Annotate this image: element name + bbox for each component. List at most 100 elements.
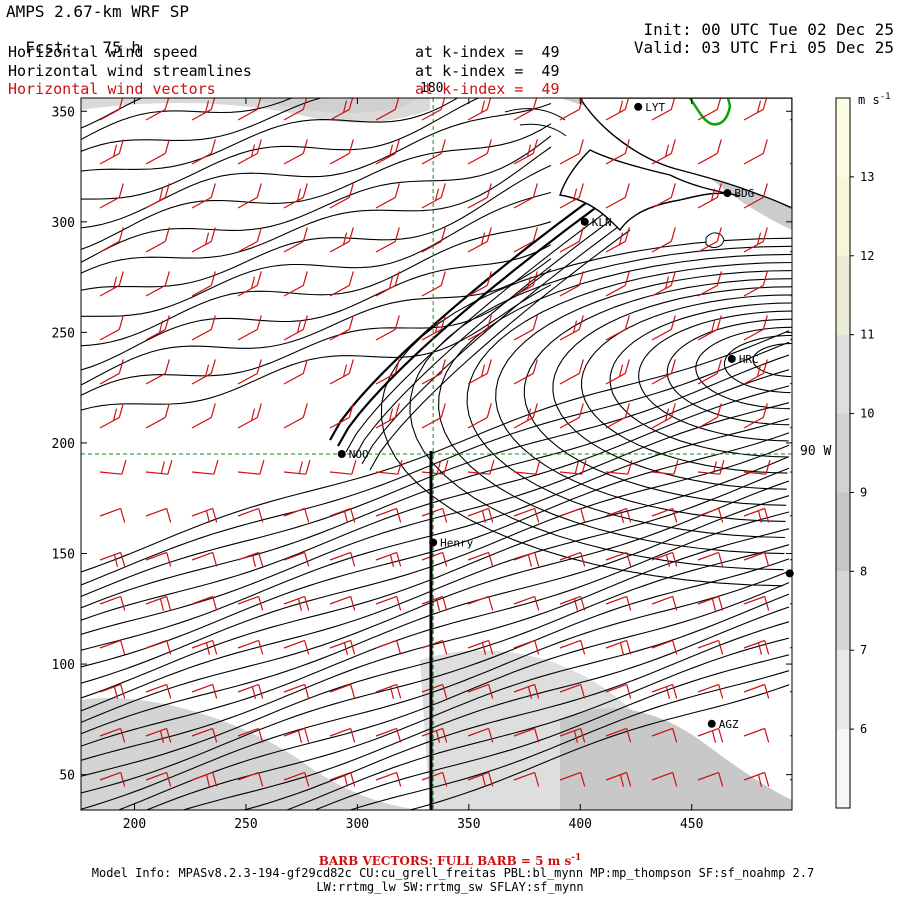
barb-staff bbox=[99, 771, 121, 781]
station-dot bbox=[337, 450, 346, 458]
barb-flag bbox=[480, 232, 486, 245]
barb-flag bbox=[578, 359, 584, 374]
barb-flag bbox=[212, 552, 218, 567]
barb-staff bbox=[697, 240, 718, 253]
barb-staff bbox=[605, 328, 626, 341]
barb-flag bbox=[804, 145, 807, 157]
y-tick-label: 300 bbox=[52, 216, 75, 231]
island-outline bbox=[705, 232, 725, 248]
barb-flag bbox=[348, 183, 354, 198]
plot-frame bbox=[80, 97, 793, 811]
barb-staff bbox=[743, 595, 765, 605]
barb-staff bbox=[99, 471, 122, 475]
bay-lines bbox=[504, 108, 567, 137]
barb-flag bbox=[764, 596, 770, 611]
barb-staff bbox=[145, 152, 166, 165]
shade-region-top bbox=[250, 98, 420, 113]
barb-flag bbox=[434, 320, 440, 333]
streamline bbox=[361, 223, 623, 465]
barb-staff bbox=[467, 416, 488, 429]
streamline bbox=[723, 334, 792, 394]
barb-staff bbox=[651, 771, 673, 781]
barb-flag bbox=[572, 188, 578, 201]
barb-flag bbox=[664, 144, 670, 157]
barb-staff bbox=[421, 152, 442, 165]
barb-flag bbox=[672, 728, 678, 743]
shade-region-sw bbox=[81, 698, 420, 810]
colorbar-label: 12 bbox=[860, 249, 874, 263]
barb-flag bbox=[120, 684, 126, 699]
barb-staff bbox=[283, 639, 305, 649]
barb-staff bbox=[789, 338, 792, 341]
green-contour bbox=[688, 98, 732, 126]
barb-flag bbox=[204, 364, 210, 377]
y-tick-label: 100 bbox=[52, 658, 75, 673]
barb-staff bbox=[605, 416, 626, 429]
barb-staff bbox=[789, 471, 792, 473]
barb-flag bbox=[304, 640, 310, 655]
colorbar-bin bbox=[836, 492, 850, 572]
barb-flag bbox=[527, 686, 533, 699]
barb-staff bbox=[651, 240, 672, 253]
barb-staff bbox=[237, 108, 258, 121]
barb-staff bbox=[513, 551, 535, 561]
barb-staff bbox=[467, 284, 488, 297]
barb-flag bbox=[486, 98, 492, 110]
barb-flag bbox=[118, 403, 124, 418]
barb-flag bbox=[396, 508, 402, 523]
barb-flag bbox=[394, 98, 400, 110]
barb-staff bbox=[559, 639, 581, 649]
barb-flag bbox=[297, 730, 303, 743]
barb-staff bbox=[697, 595, 719, 605]
streamline bbox=[495, 270, 792, 522]
barb-flag bbox=[121, 460, 127, 475]
barb-staff bbox=[651, 328, 672, 341]
colorbar-bin bbox=[836, 334, 850, 414]
barb-staff bbox=[375, 328, 396, 341]
barb-staff bbox=[375, 240, 396, 253]
barb-flag bbox=[442, 640, 448, 655]
barb-staff bbox=[237, 152, 258, 165]
field-3-level: at k-index = 49 bbox=[415, 80, 560, 98]
barb-flag bbox=[580, 596, 586, 611]
barb-staff bbox=[697, 372, 718, 385]
barb-staff bbox=[605, 727, 627, 737]
barb-flag bbox=[164, 227, 170, 242]
barb-flag bbox=[397, 460, 403, 475]
barb-flag bbox=[350, 552, 356, 567]
barb-flag bbox=[624, 183, 630, 198]
barb-flag bbox=[624, 315, 630, 330]
barb-staff bbox=[145, 108, 166, 121]
streamline bbox=[752, 342, 792, 378]
barb-flag bbox=[756, 100, 762, 113]
barb-flag bbox=[436, 461, 441, 474]
barb-flag bbox=[719, 460, 725, 475]
barb-flag bbox=[212, 728, 218, 743]
barb-staff bbox=[743, 471, 766, 475]
x-tick-label: 400 bbox=[569, 817, 592, 832]
streamline bbox=[523, 278, 792, 506]
barb-staff bbox=[743, 284, 764, 297]
barb-staff bbox=[559, 727, 581, 737]
barb-flag bbox=[573, 730, 579, 743]
barb-staff bbox=[789, 426, 792, 429]
y-tick-label: 250 bbox=[52, 326, 75, 341]
barb-flag bbox=[534, 772, 540, 787]
barb-flag bbox=[394, 227, 400, 242]
barb-staff bbox=[789, 646, 792, 649]
barb-flag bbox=[212, 684, 218, 699]
parallel-label: 90 W bbox=[800, 444, 831, 459]
barb-flag bbox=[440, 271, 446, 286]
barb-flag bbox=[343, 642, 349, 655]
barb-flag bbox=[532, 271, 538, 286]
barb-flag bbox=[756, 232, 762, 245]
barb-staff bbox=[697, 416, 718, 429]
barb-flag bbox=[672, 684, 678, 699]
barb-flag bbox=[624, 98, 630, 110]
barb-staff bbox=[743, 196, 764, 209]
barb-flag bbox=[350, 640, 356, 655]
barb-flag bbox=[718, 684, 724, 699]
streamline bbox=[81, 135, 552, 263]
barb-staff bbox=[145, 284, 166, 297]
